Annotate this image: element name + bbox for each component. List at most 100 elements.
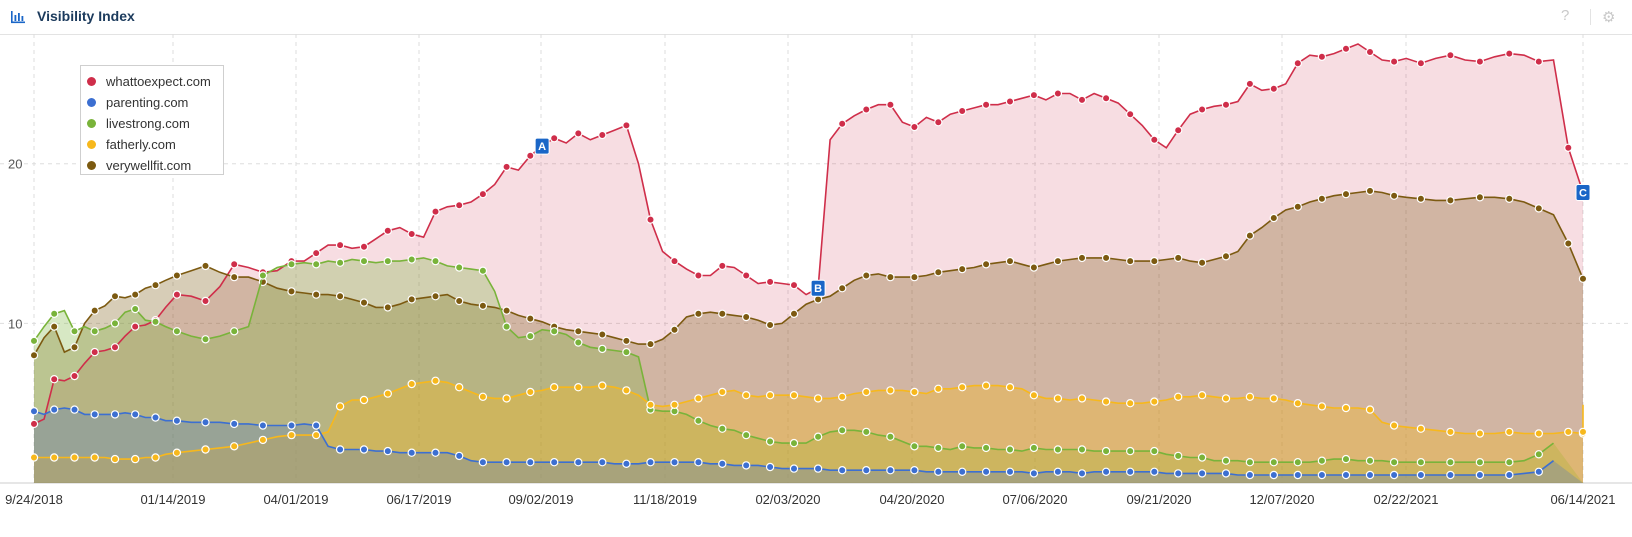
data-point-livestrong[interactable] <box>694 416 703 425</box>
data-point-whattoexpect[interactable] <box>335 240 345 250</box>
legend-item-parenting[interactable]: parenting.com <box>81 92 223 113</box>
data-point-verywellfit[interactable] <box>1446 196 1455 205</box>
data-point-verywellfit[interactable] <box>229 272 239 282</box>
data-point-parenting[interactable] <box>359 445 369 454</box>
data-point-verywellfit[interactable] <box>151 280 160 290</box>
data-point-verywellfit[interactable] <box>1341 189 1351 199</box>
data-point-livestrong[interactable] <box>1173 451 1183 461</box>
data-point-fatherly[interactable] <box>1005 383 1015 392</box>
data-point-livestrong[interactable] <box>718 424 727 433</box>
data-point-fatherly[interactable] <box>1245 392 1255 401</box>
data-point-verywellfit[interactable] <box>455 296 464 306</box>
data-point-whattoexpect[interactable] <box>598 130 607 140</box>
data-point-whattoexpect[interactable] <box>1029 90 1039 100</box>
data-point-verywellfit[interactable] <box>1269 213 1279 223</box>
data-point-whattoexpect[interactable] <box>478 189 488 199</box>
data-point-livestrong[interactable] <box>502 322 511 331</box>
data-point-verywellfit[interactable] <box>646 339 655 349</box>
data-point-parenting[interactable] <box>622 459 631 468</box>
data-point-verywellfit[interactable] <box>50 322 59 331</box>
data-point-livestrong[interactable] <box>862 427 871 437</box>
data-point-fatherly[interactable] <box>598 381 607 390</box>
data-point-parenting[interactable] <box>1446 470 1455 480</box>
legend-item-verywellfit[interactable]: verywellfit.com <box>81 155 223 176</box>
data-point-verywellfit[interactable] <box>1125 256 1135 266</box>
data-point-whattoexpect[interactable] <box>1150 135 1159 145</box>
data-point-whattoexpect[interactable] <box>694 271 703 280</box>
data-point-whattoexpect[interactable] <box>1365 47 1375 57</box>
data-point-parenting[interactable] <box>574 458 583 467</box>
data-point-verywellfit[interactable] <box>110 292 120 301</box>
data-point-parenting[interactable] <box>478 458 488 467</box>
data-point-verywellfit[interactable] <box>670 325 679 334</box>
data-point-verywellfit[interactable] <box>29 351 39 360</box>
data-point-fatherly[interactable] <box>229 442 239 451</box>
data-point-fatherly[interactable] <box>1125 399 1135 408</box>
data-point-verywellfit[interactable] <box>1293 202 1303 211</box>
data-point-fatherly[interactable] <box>526 387 535 397</box>
data-point-fatherly[interactable] <box>1475 429 1485 438</box>
data-point-livestrong[interactable] <box>1475 458 1485 467</box>
data-point-whattoexpect[interactable] <box>172 290 182 299</box>
data-point-whattoexpect[interactable] <box>359 242 369 251</box>
data-point-fatherly[interactable] <box>934 384 943 393</box>
data-point-verywellfit[interactable] <box>742 312 751 322</box>
data-point-livestrong[interactable] <box>201 335 210 344</box>
data-point-livestrong[interactable] <box>90 327 99 336</box>
data-point-whattoexpect[interactable] <box>1053 89 1063 98</box>
data-point-parenting[interactable] <box>1245 470 1255 480</box>
data-point-whattoexpect[interactable] <box>1125 109 1135 119</box>
data-point-fatherly[interactable] <box>694 394 703 403</box>
data-point-fatherly[interactable] <box>1446 427 1455 437</box>
data-point-parenting[interactable] <box>886 466 895 475</box>
data-point-fatherly[interactable] <box>718 387 727 397</box>
data-point-whattoexpect[interactable] <box>1005 97 1015 106</box>
data-point-parenting[interactable] <box>1150 467 1159 476</box>
data-point-livestrong[interactable] <box>258 271 268 280</box>
data-point-fatherly[interactable] <box>407 379 416 389</box>
data-point-verywellfit[interactable] <box>359 298 369 307</box>
data-point-verywellfit[interactable] <box>1389 191 1399 200</box>
data-point-fatherly[interactable] <box>550 383 559 392</box>
data-point-parenting[interactable] <box>694 458 703 467</box>
data-point-verywellfit[interactable] <box>90 306 99 315</box>
data-point-fatherly[interactable] <box>1221 394 1231 403</box>
data-point-parenting[interactable] <box>1029 469 1039 478</box>
data-point-livestrong[interactable] <box>1341 454 1351 464</box>
data-point-livestrong[interactable] <box>130 304 140 314</box>
data-point-livestrong[interactable] <box>1416 458 1426 467</box>
data-point-whattoexpect[interactable] <box>958 106 967 116</box>
data-point-fatherly[interactable] <box>130 454 140 464</box>
data-point-fatherly[interactable] <box>646 400 655 409</box>
data-point-livestrong[interactable] <box>1077 445 1087 454</box>
data-point-fatherly[interactable] <box>455 383 464 392</box>
data-point-livestrong[interactable] <box>478 266 488 275</box>
data-point-whattoexpect[interactable] <box>886 100 895 109</box>
data-point-fatherly[interactable] <box>50 453 59 462</box>
data-point-fatherly[interactable] <box>1416 424 1426 433</box>
data-point-fatherly[interactable] <box>151 453 160 462</box>
data-point-livestrong[interactable] <box>455 263 464 272</box>
annotation-marker-a[interactable]: A <box>534 137 550 155</box>
data-point-whattoexpect[interactable] <box>981 100 991 109</box>
data-point-fatherly[interactable] <box>886 386 895 395</box>
data-point-parenting[interactable] <box>1416 470 1426 480</box>
data-point-livestrong[interactable] <box>1365 456 1375 465</box>
data-point-verywellfit[interactable] <box>838 283 847 293</box>
data-point-parenting[interactable] <box>718 459 727 468</box>
data-point-parenting[interactable] <box>1475 470 1485 480</box>
data-point-verywellfit[interactable] <box>130 290 140 299</box>
data-point-fatherly[interactable] <box>1389 421 1399 430</box>
data-point-whattoexpect[interactable] <box>862 105 871 114</box>
data-point-verywellfit[interactable] <box>1053 256 1063 266</box>
data-point-parenting[interactable] <box>50 405 59 414</box>
data-point-livestrong[interactable] <box>1197 453 1207 462</box>
data-point-parenting[interactable] <box>383 446 392 456</box>
data-point-whattoexpect[interactable] <box>312 248 321 258</box>
data-point-livestrong[interactable] <box>1053 445 1063 454</box>
data-point-fatherly[interactable] <box>1029 391 1039 400</box>
data-point-whattoexpect[interactable] <box>646 215 655 224</box>
data-point-parenting[interactable] <box>110 410 120 419</box>
data-point-whattoexpect[interactable] <box>789 280 799 290</box>
data-point-livestrong[interactable] <box>1221 456 1231 465</box>
